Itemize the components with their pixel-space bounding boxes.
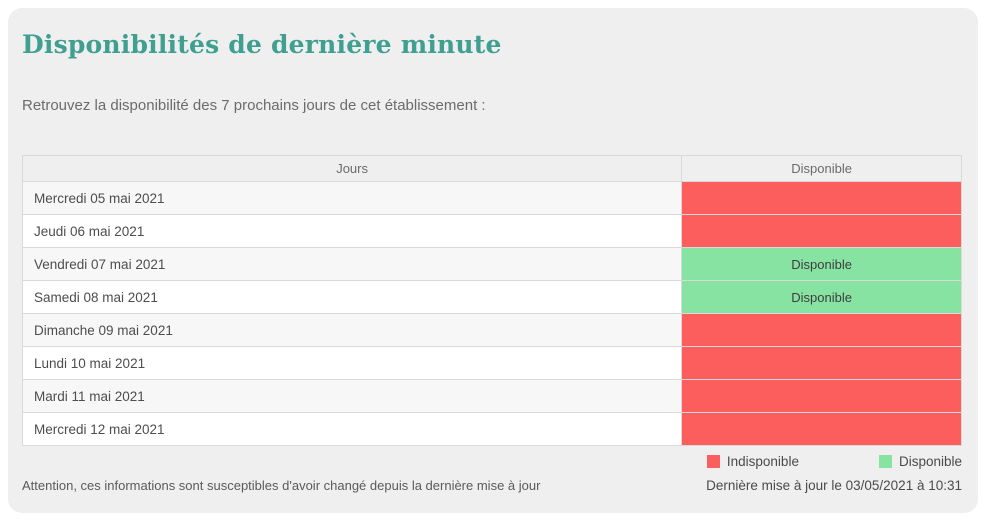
table-row: Mercredi 05 mai 2021	[21, 181, 962, 215]
available-swatch-icon	[878, 455, 892, 468]
availability-cell	[681, 181, 962, 215]
legend-label-unavailable: Indisponible	[726, 454, 799, 469]
table-row: Jeudi 06 mai 2021	[21, 214, 962, 248]
table-header-row: Jours Disponible	[21, 155, 962, 182]
day-cell: Samedi 08 mai 2021	[21, 280, 683, 314]
last-update-text: Dernière mise à jour le 03/05/2021 à 10:…	[706, 478, 962, 493]
availability-cell: Disponible	[681, 280, 962, 314]
availability-subtitle: Retrouvez la disponibilité des 7 prochai…	[22, 97, 486, 114]
legend-item-available: Disponible	[878, 454, 962, 469]
warning-text: Attention, ces informations sont suscept…	[22, 478, 541, 493]
availability-cell	[681, 214, 962, 248]
availability-cell	[681, 412, 962, 446]
availability-cell: Disponible	[681, 247, 962, 281]
unavailable-swatch-icon	[706, 455, 720, 468]
legend: Indisponible Disponible	[22, 454, 962, 469]
card-footer: Attention, ces informations sont suscept…	[22, 478, 962, 493]
availability-cell	[681, 346, 962, 380]
availability-table: Jours Disponible Mercredi 05 mai 2021 Je…	[21, 155, 962, 446]
day-cell: Dimanche 09 mai 2021	[21, 313, 683, 347]
day-cell: Lundi 10 mai 2021	[21, 346, 683, 380]
day-cell: Jeudi 06 mai 2021	[21, 214, 683, 248]
availability-card: Disponibilités de dernière minute Retrou…	[8, 8, 978, 513]
table-row: Vendredi 07 mai 2021 Disponible	[21, 247, 962, 281]
column-header-days: Jours	[21, 155, 683, 182]
table-row: Lundi 10 mai 2021	[21, 346, 962, 380]
day-cell: Mardi 11 mai 2021	[21, 379, 683, 413]
availability-cell	[681, 313, 962, 347]
column-header-available: Disponible	[681, 155, 962, 182]
day-cell: Mercredi 12 mai 2021	[21, 412, 683, 446]
table-row: Mercredi 12 mai 2021	[21, 412, 962, 446]
table-row: Dimanche 09 mai 2021	[21, 313, 962, 347]
table-row: Mardi 11 mai 2021	[21, 379, 962, 413]
day-cell: Mercredi 05 mai 2021	[21, 181, 683, 215]
page-title: Disponibilités de dernière minute	[22, 30, 502, 59]
legend-item-unavailable: Indisponible	[706, 454, 799, 469]
availability-cell	[681, 379, 962, 413]
table-row: Samedi 08 mai 2021 Disponible	[21, 280, 962, 314]
day-cell: Vendredi 07 mai 2021	[21, 247, 683, 281]
legend-label-available: Disponible	[898, 454, 962, 469]
